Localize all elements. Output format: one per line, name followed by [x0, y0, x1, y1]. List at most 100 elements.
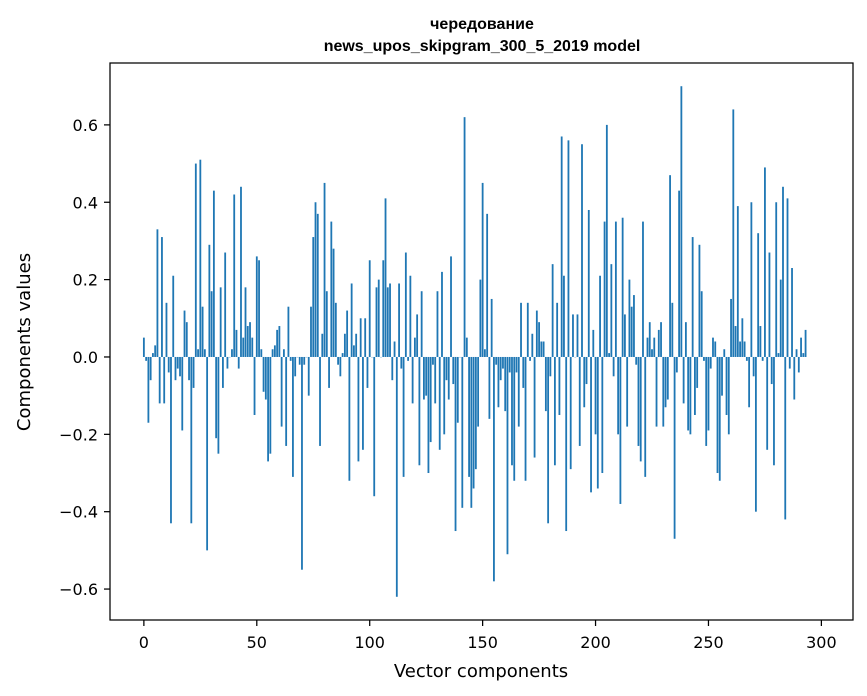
- bar: [709, 356, 712, 369]
- bar: [499, 356, 502, 381]
- bar: [614, 221, 617, 357]
- bar: [310, 306, 312, 357]
- bar: [529, 356, 531, 361]
- bar: [452, 356, 455, 385]
- bar: [504, 356, 507, 412]
- bar: [567, 140, 570, 357]
- bar: [280, 356, 283, 427]
- bar: [594, 356, 597, 435]
- bar: [513, 356, 516, 481]
- bar: [531, 333, 534, 357]
- bar: [307, 356, 310, 396]
- bar: [251, 337, 254, 357]
- bar: [246, 326, 249, 357]
- bar: [167, 356, 170, 373]
- x-tick-label: 100: [354, 633, 385, 652]
- bar: [572, 314, 574, 357]
- bar: [174, 356, 177, 381]
- bar: [481, 182, 484, 357]
- bar: [224, 252, 227, 357]
- bar: [192, 356, 195, 388]
- bar: [215, 356, 218, 439]
- bar: [490, 298, 493, 357]
- bar: [348, 356, 351, 481]
- bar: [603, 221, 606, 357]
- bar: [255, 256, 258, 357]
- bar: [522, 356, 525, 388]
- bar: [639, 356, 642, 462]
- bar: [341, 353, 344, 357]
- bar: [346, 310, 349, 357]
- bar: [206, 356, 209, 551]
- y-tick-label: 0.0: [73, 348, 98, 367]
- bar: [791, 268, 793, 357]
- x-tick-label: 200: [580, 633, 611, 652]
- bar: [479, 279, 482, 357]
- bar: [445, 356, 448, 381]
- bar: [332, 248, 335, 357]
- bar: [289, 356, 292, 361]
- bar: [145, 356, 148, 361]
- bar: [298, 356, 301, 365]
- bar: [260, 349, 263, 357]
- bar: [461, 356, 464, 508]
- bar: [495, 356, 498, 365]
- bar: [689, 356, 692, 435]
- bar: [544, 356, 547, 412]
- bar: [176, 356, 179, 369]
- bar: [235, 329, 238, 357]
- bar: [203, 349, 206, 357]
- bar: [596, 356, 599, 489]
- bar: [269, 356, 272, 454]
- bar: [786, 198, 789, 357]
- x-tick-label: 0: [139, 633, 149, 652]
- bar: [732, 109, 735, 357]
- bar: [366, 356, 369, 388]
- bar: [585, 356, 588, 385]
- bar: [608, 353, 610, 357]
- bar: [734, 326, 737, 357]
- bar: [678, 190, 681, 357]
- bars-group: [142, 86, 807, 597]
- bar: [657, 329, 660, 357]
- bar: [386, 287, 389, 357]
- bar: [316, 213, 319, 357]
- bar: [497, 356, 500, 408]
- bar: [477, 356, 480, 427]
- y-tick-label: −0.2: [59, 425, 98, 444]
- chart-subtitle: news_upos_skipgram_300_5_2019 model: [324, 38, 641, 55]
- bar: [420, 291, 423, 357]
- bar: [691, 237, 694, 357]
- bar: [447, 356, 450, 400]
- plot-frame: [109, 62, 854, 621]
- bar: [558, 356, 561, 415]
- bar: [486, 213, 489, 357]
- bar: [194, 163, 197, 357]
- bar: [276, 329, 279, 357]
- bar: [590, 356, 592, 493]
- bar: [660, 322, 662, 357]
- bar: [637, 356, 640, 446]
- bar: [725, 356, 728, 415]
- bar: [375, 287, 378, 357]
- bar: [368, 260, 371, 357]
- bar: [714, 341, 717, 357]
- bar: [253, 356, 256, 415]
- bar: [328, 356, 330, 388]
- bar: [231, 349, 233, 357]
- bar: [493, 356, 495, 582]
- bar: [303, 356, 306, 365]
- bar: [707, 356, 710, 431]
- bar: [549, 356, 552, 377]
- bar: [601, 356, 604, 474]
- bar: [334, 302, 337, 357]
- bar: [804, 329, 807, 357]
- bar: [377, 279, 380, 357]
- bar: [675, 356, 678, 373]
- x-tick-label: 300: [806, 633, 837, 652]
- bar: [700, 291, 703, 357]
- bar: [156, 229, 159, 357]
- bar: [402, 356, 405, 477]
- bar: [149, 356, 152, 381]
- y-tick-label: −0.4: [59, 503, 98, 522]
